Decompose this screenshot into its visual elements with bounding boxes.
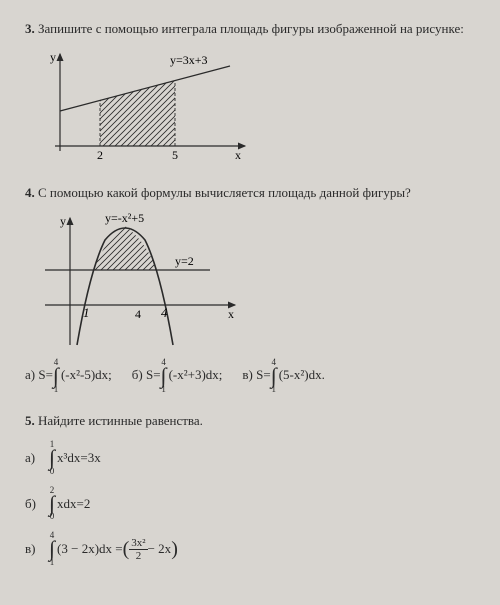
p3-svg: y x 2 5 y=3x+3 <box>35 46 255 166</box>
problem-5: 5. Найдите истинные равенства. а) 1∫0 x³… <box>25 412 475 567</box>
p3-xlabel: x <box>235 148 241 162</box>
p5-num: 5. <box>25 413 35 428</box>
p4-tick-4a: 4 <box>135 307 141 321</box>
problem-5-text: 5. Найдите истинные равенства. <box>25 412 475 430</box>
p3-tick-5: 5 <box>172 148 178 162</box>
problem-4: 4. С помощью какой формулы вычисляется п… <box>25 184 475 394</box>
p4-tick-4b: 4 <box>161 305 168 320</box>
p4-num: 4. <box>25 185 35 200</box>
p3-tick-2: 2 <box>97 148 103 162</box>
p5-b: б) 2∫0 xdx=2 <box>25 486 475 522</box>
problem-3: 3. Запишите с помощью интеграла площадь … <box>25 20 475 166</box>
p4-tick-1: 1 <box>83 305 90 320</box>
p4-opt-a: а) S=4∫1(-x²-5)dx; <box>25 358 112 394</box>
problem-3-text: 3. Запишите с помощью интеграла площадь … <box>25 20 475 38</box>
p5-v: в) 4∫1 (3 − 2x)dx = ( 3x² 2 − 2x ) <box>25 531 475 567</box>
p5-equations: а) 1∫0 x³dx=3x б) 2∫0 xdx=2 в) 4∫1 (3 − … <box>25 440 475 567</box>
p3-graph: y x 2 5 y=3x+3 <box>35 46 475 166</box>
p3-ylabel: y <box>50 50 56 64</box>
p4-graph: y x y=-x²+5 y=2 1 4 4 <box>35 210 475 350</box>
problem-4-text: 4. С помощью какой формулы вычисляется п… <box>25 184 475 202</box>
p4-options: а) S=4∫1(-x²-5)dx; б) S=4∫1(-x²+3)dx; в)… <box>25 358 475 394</box>
p4-parabola-eq: y=-x²+5 <box>105 211 144 225</box>
p3-body: Запишите с помощью интеграла площадь фиг… <box>38 21 464 36</box>
p4-body: С помощью какой формулы вычисляется площ… <box>38 185 411 200</box>
p4-ylabel: y <box>60 214 66 228</box>
p3-line-eq: y=3x+3 <box>170 53 208 67</box>
p5-a: а) 1∫0 x³dx=3x <box>25 440 475 476</box>
p4-svg: y x y=-x²+5 y=2 1 4 4 <box>35 210 245 350</box>
p5-body: Найдите истинные равенства. <box>38 413 203 428</box>
p4-xlabel: x <box>228 307 234 321</box>
p3-num: 3. <box>25 21 35 36</box>
p4-opt-b: б) S=4∫1(-x²+3)dx; <box>132 358 223 394</box>
p4-line-eq: y=2 <box>175 254 194 268</box>
p4-opt-v: в) S=4∫1(5-x²)dx. <box>242 358 324 394</box>
